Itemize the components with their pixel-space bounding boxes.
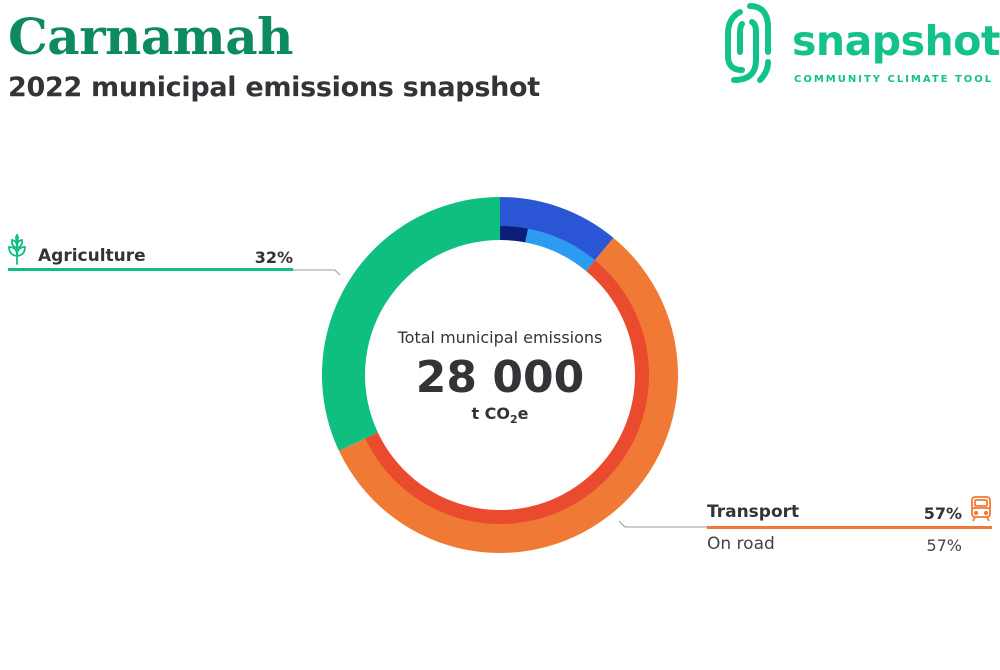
leader-line-transport: [618, 520, 707, 528]
legend-agriculture-label: Agriculture: [38, 246, 146, 266]
legend-transport-pct: 57%: [923, 504, 962, 523]
total-unit: t CO2e: [471, 404, 529, 427]
legend-agriculture[interactable]: [8, 233, 341, 276]
legend-onroad-label: On road: [707, 534, 775, 554]
legend-transport[interactable]: [618, 496, 992, 529]
legend-onroad-pct: 57%: [926, 536, 962, 555]
donut-rings: [321, 197, 679, 553]
donut-outer-agriculture[interactable]: [321, 197, 500, 451]
sprout-icon: [8, 233, 26, 265]
logo-wordmark: snapshot: [792, 17, 1000, 65]
donut-outer-segment-0[interactable]: [500, 197, 614, 266]
legend-agriculture-bar: [8, 268, 293, 271]
donut-inner-segment-0[interactable]: [500, 226, 528, 243]
train-icon: [971, 496, 991, 522]
logo-tagline: COMMUNITY CLIMATE TOOL: [794, 74, 994, 85]
legend-agriculture-pct: 32%: [254, 248, 293, 267]
total-value: 28 000: [415, 352, 585, 403]
donut-inner-agriculture[interactable]: [351, 226, 500, 439]
donut-inner-segment-1[interactable]: [525, 228, 595, 271]
snapshot-logo[interactable]: snapshot COMMUNITY CLIMATE TOOL: [712, 0, 1000, 90]
total-label: Total municipal emissions: [397, 328, 603, 347]
page-subtitle: 2022 municipal emissions snapshot: [8, 72, 540, 103]
legend-transport-bar: [707, 526, 992, 529]
legend-transport-label: Transport: [707, 502, 800, 522]
leader-line-agriculture: [293, 269, 341, 276]
page-title: Carnamah: [8, 7, 293, 66]
fingerprint-icon: [725, 3, 771, 83]
